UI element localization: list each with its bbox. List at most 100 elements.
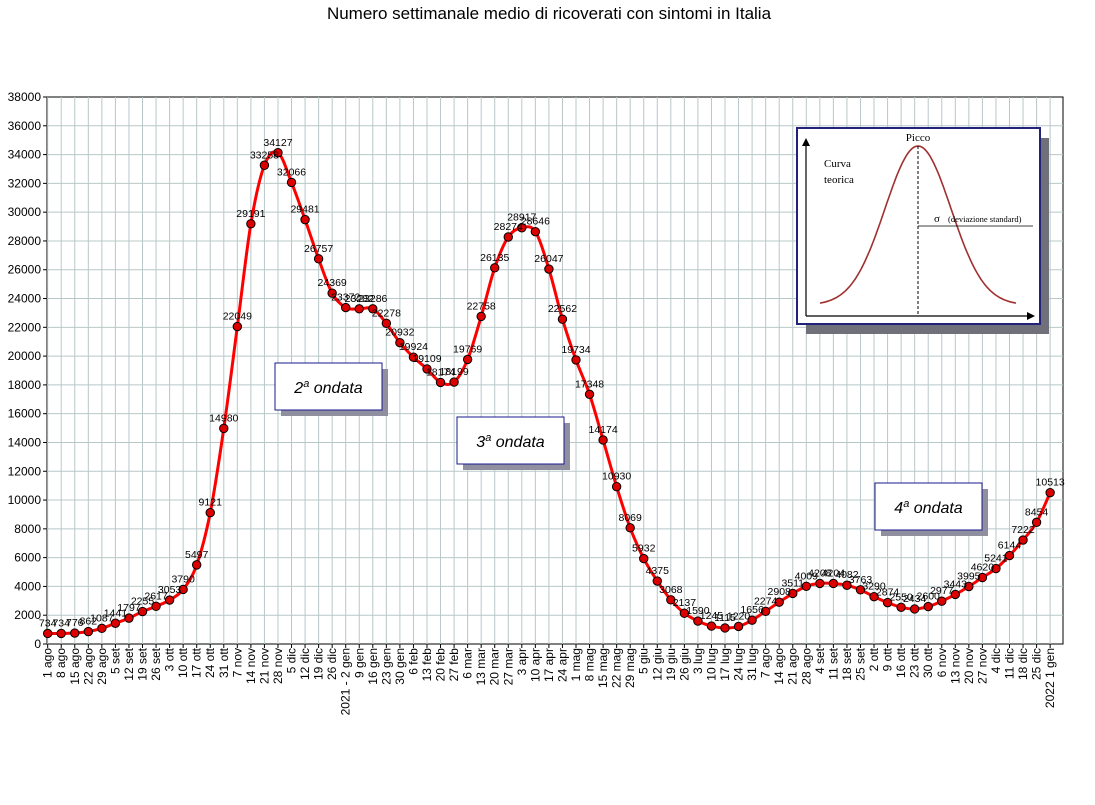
data-point [1031,517,1042,528]
x-tick-label: 9 gen [352,648,366,678]
x-tick-label: 31 lug [745,648,759,681]
data-label: 776 [66,617,84,629]
data-label: 2255 [131,596,155,608]
x-tick-label: 1 mag [569,648,583,681]
x-tick-label: 3 ott [163,647,177,671]
y-tick-label: 36000 [8,119,42,133]
x-tick-label: 22 ago [81,648,95,685]
data-point [923,601,933,612]
x-tick-label: 22 mag [610,648,624,688]
y-tick-label: 12000 [8,464,42,478]
data-label: 1220 [727,610,751,622]
data-label: 3995 [957,570,981,582]
y-tick-label: 26000 [8,263,42,277]
annotation-word: ondata [491,434,544,451]
x-tick-label: 21 ago [786,648,800,685]
data-label: 19769 [453,343,482,355]
data-label: 7222 [1011,524,1035,536]
data-point [205,508,215,518]
data-label: 14174 [588,424,617,436]
y-tick-label: 34000 [8,148,42,162]
data-label: 734 [52,617,70,629]
data-label: 10513 [1036,477,1065,489]
x-tick-label: 29 ago [95,648,109,685]
data-point [503,232,513,242]
data-label: 3511 [781,577,804,589]
inset-curve-label: Curva [824,158,851,170]
data-point [815,578,825,589]
x-tick-label: 4 set [813,647,827,674]
data-label: 4082 [835,569,859,581]
x-tick-label: 30 gen [393,648,407,685]
data-point [760,606,771,616]
inset-y-arrow [802,138,810,146]
x-tick-label: 5 dic [285,648,299,673]
y-tick-label: 22000 [8,320,42,334]
data-point [598,435,608,445]
x-tick-label: 15 mag [596,648,610,688]
x-tick-label: 26 set [149,647,163,680]
data-label: 22758 [467,300,496,312]
data-point [788,588,798,599]
y-tick-label: 14000 [8,435,42,449]
data-point [124,613,134,623]
x-tick-label: 24 apr [555,648,569,682]
y-tick-label: 18000 [8,378,42,392]
data-point [517,223,527,233]
x-tick-label: 9 ott [881,647,895,671]
data-label: 2550 [889,591,913,603]
y-tick-label: 10000 [8,493,42,507]
data-point [720,623,730,633]
data-point [557,314,568,324]
data-label: 26135 [480,252,509,264]
data-point [368,304,378,314]
x-tick-label: 19 set [136,647,150,680]
y-tick-label: 38000 [8,90,42,104]
x-tick-label: 15 ago [68,648,82,685]
data-label: 1656 [740,604,764,616]
data-label: 3790 [171,573,195,585]
data-label: 24369 [318,277,347,289]
data-labels: 7347347768621087144117972255261730533790… [39,137,1065,630]
x-tick-label: 16 gen [366,648,380,685]
series-line-path [47,150,1052,635]
data-label: 9121 [199,497,223,509]
data-label: 5497 [185,549,209,561]
data-point [354,304,364,314]
data-label: 1087 [90,612,114,624]
data-label: 2874 [876,587,900,599]
data-point [408,352,419,362]
x-tick-label: 14 ago [772,648,786,685]
x-tick-label: 7 nov [230,648,244,677]
data-label: 5932 [632,543,656,555]
y-tick-label: 20000 [8,349,42,363]
data-label: 22278 [372,307,401,319]
x-tick-label: 20 feb [434,648,448,682]
data-label: 17348 [575,378,604,390]
data-point [666,595,676,605]
data-point [1045,487,1055,498]
data-point [232,321,243,332]
y-tick-label: 2000 [14,608,41,622]
x-tick-label: 28 nov [271,648,285,684]
data-label: 22049 [223,311,252,323]
x-tick-label: 10 ott [176,647,190,678]
x-tick-label: 29 mag [623,648,637,688]
data-point [611,481,622,492]
annotation-superscript: a [485,432,491,444]
data-label: 2137 [673,597,697,609]
data-point [422,364,432,374]
data-point [462,354,473,365]
data-point [70,628,80,638]
data-point [679,608,690,618]
data-point [1004,550,1015,561]
data-label: 19734 [561,344,590,356]
x-tick-label: 11 set [826,647,840,679]
data-label: 2434 [903,593,927,605]
annotation-text: 3a ondata [476,432,545,451]
data-label: 23282 [345,293,374,305]
x-tick-label: 3 apr [515,648,529,675]
data-label: 23286 [358,293,387,305]
data-point [747,615,757,625]
x-tick-label: 24 ott [203,647,217,678]
